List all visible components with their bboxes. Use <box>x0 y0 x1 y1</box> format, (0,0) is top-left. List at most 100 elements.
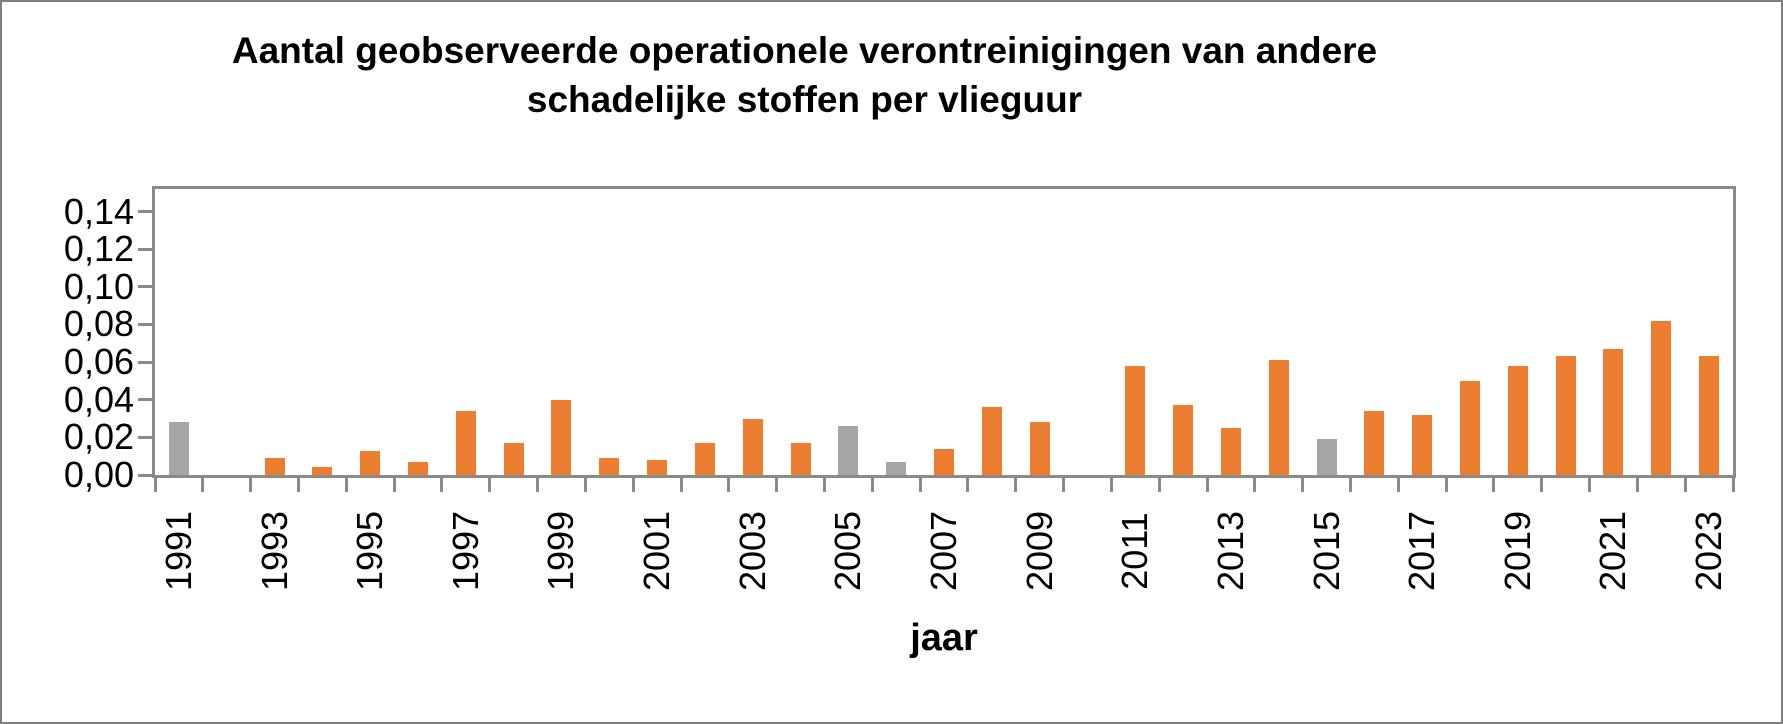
x-axis-tick-label: 2003 <box>731 510 773 592</box>
bar-2007 <box>934 448 954 475</box>
y-axis-tick-label: 0,06 <box>63 341 134 383</box>
bar-2017 <box>1412 414 1433 475</box>
x-axis-tick-label: 2019 <box>1496 510 1538 592</box>
x-axis-tick <box>1492 478 1496 492</box>
bar-2003 <box>742 418 763 475</box>
x-axis-tick-label: 2001 <box>636 510 678 592</box>
x-axis-tick-label: 2011 <box>1114 512 1156 590</box>
y-axis-tick <box>138 473 152 477</box>
bar-2005 <box>838 426 859 475</box>
bar-2000 <box>599 458 620 475</box>
bar-2019 <box>1507 365 1528 475</box>
x-axis-tick <box>1014 478 1018 492</box>
x-axis-tick-label: 2009 <box>1018 510 1060 592</box>
bar-2009 <box>1029 422 1050 475</box>
x-axis-tick <box>488 478 492 492</box>
x-axis-tick-label: 1991 <box>157 510 199 592</box>
bar-2002 <box>694 443 715 475</box>
x-axis-tick <box>1444 478 1448 492</box>
bar-1993 <box>264 458 285 475</box>
x-axis-tick <box>1301 478 1305 492</box>
x-axis-tick-label: 2013 <box>1209 510 1251 592</box>
bar-2016 <box>1364 411 1385 475</box>
x-axis-tick <box>1683 478 1687 492</box>
bar-2022 <box>1651 320 1672 475</box>
bar-2021 <box>1603 348 1624 475</box>
x-axis-tick <box>1348 478 1352 492</box>
bar-1999 <box>551 399 572 475</box>
x-axis-tick <box>631 478 635 492</box>
bar-2018 <box>1460 380 1480 475</box>
x-axis-tick-label: 2023 <box>1688 510 1730 592</box>
bar-1997 <box>455 411 476 475</box>
x-axis-tick <box>1157 478 1161 492</box>
x-axis-tick <box>1635 478 1639 492</box>
x-axis-tick-label: 1993 <box>253 510 295 592</box>
y-axis-tick <box>138 398 152 402</box>
x-axis-title: jaar <box>910 617 978 659</box>
x-axis-tick <box>1062 478 1066 492</box>
chart-title-line-2: schadelijke stoffen per vlieguur <box>526 79 1083 120</box>
y-axis-tick-label: 0,10 <box>63 265 134 307</box>
y-axis-tick <box>138 285 152 289</box>
y-axis-tick-label: 0,14 <box>63 190 134 232</box>
x-axis-tick <box>727 478 731 492</box>
x-axis-tick <box>392 478 396 492</box>
x-axis-tick <box>1396 478 1400 492</box>
x-axis-tick-label: 2007 <box>923 510 964 592</box>
x-axis-tick-label: 1995 <box>349 510 391 592</box>
y-axis-tick-label: 0,04 <box>63 378 134 420</box>
x-axis-tick <box>1588 478 1592 492</box>
bar-2012 <box>1173 405 1194 475</box>
x-axis-tick-label: 2021 <box>1592 510 1634 592</box>
x-axis-tick-label: 1997 <box>444 510 486 592</box>
bar-2013 <box>1220 427 1241 475</box>
x-axis-tick <box>822 478 826 492</box>
bar-1994 <box>312 467 333 475</box>
bar-2001 <box>647 459 668 475</box>
x-axis-tick <box>870 478 874 492</box>
y-axis-tick <box>138 210 152 214</box>
y-axis-tick <box>138 435 152 439</box>
y-axis-tick <box>138 247 152 251</box>
x-axis-tick <box>679 478 683 492</box>
bar-2020 <box>1555 356 1576 475</box>
chart-title-line-1: Aantal geobserveerde operationele veront… <box>231 30 1378 71</box>
x-axis-tick <box>966 478 970 492</box>
bar-1995 <box>360 450 381 475</box>
x-axis-tick <box>1109 478 1113 492</box>
x-axis-tick <box>440 478 444 492</box>
plot-area <box>152 186 1736 478</box>
y-axis-tick-label: 0,08 <box>63 303 134 345</box>
bar-2023 <box>1699 356 1720 475</box>
x-axis-tick-label: 1999 <box>540 510 582 592</box>
x-axis-tick <box>249 478 253 492</box>
bar-1991 <box>168 422 189 475</box>
bar-1996 <box>408 461 428 475</box>
bar-2015 <box>1316 439 1337 475</box>
x-axis-tick <box>1205 478 1209 492</box>
x-axis-tick <box>775 478 779 492</box>
x-axis-tick-label: 2015 <box>1305 510 1347 592</box>
x-axis-tick <box>153 478 157 492</box>
chart-title: Aantal geobserveerde operationele veront… <box>157 26 1452 124</box>
x-axis-tick <box>918 478 922 492</box>
x-axis-tick-label: 2005 <box>827 510 869 592</box>
x-axis-tick <box>296 478 300 492</box>
y-axis-tick-label: 0,02 <box>63 416 134 458</box>
y-axis-tick <box>138 322 152 326</box>
bar-2006 <box>886 461 907 475</box>
bar-1998 <box>503 443 524 475</box>
x-axis-tick <box>583 478 587 492</box>
x-axis-tick <box>1253 478 1257 492</box>
x-axis-tick <box>1731 478 1735 492</box>
x-axis-tick <box>1540 478 1544 492</box>
x-axis-tick-label: 2017 <box>1401 510 1443 592</box>
bar-2008 <box>981 407 1002 475</box>
bar-2004 <box>790 443 811 475</box>
x-axis-tick <box>344 478 348 492</box>
bar-2014 <box>1268 360 1289 475</box>
x-axis-tick <box>201 478 205 492</box>
y-axis-tick-label: 0,12 <box>63 228 134 270</box>
